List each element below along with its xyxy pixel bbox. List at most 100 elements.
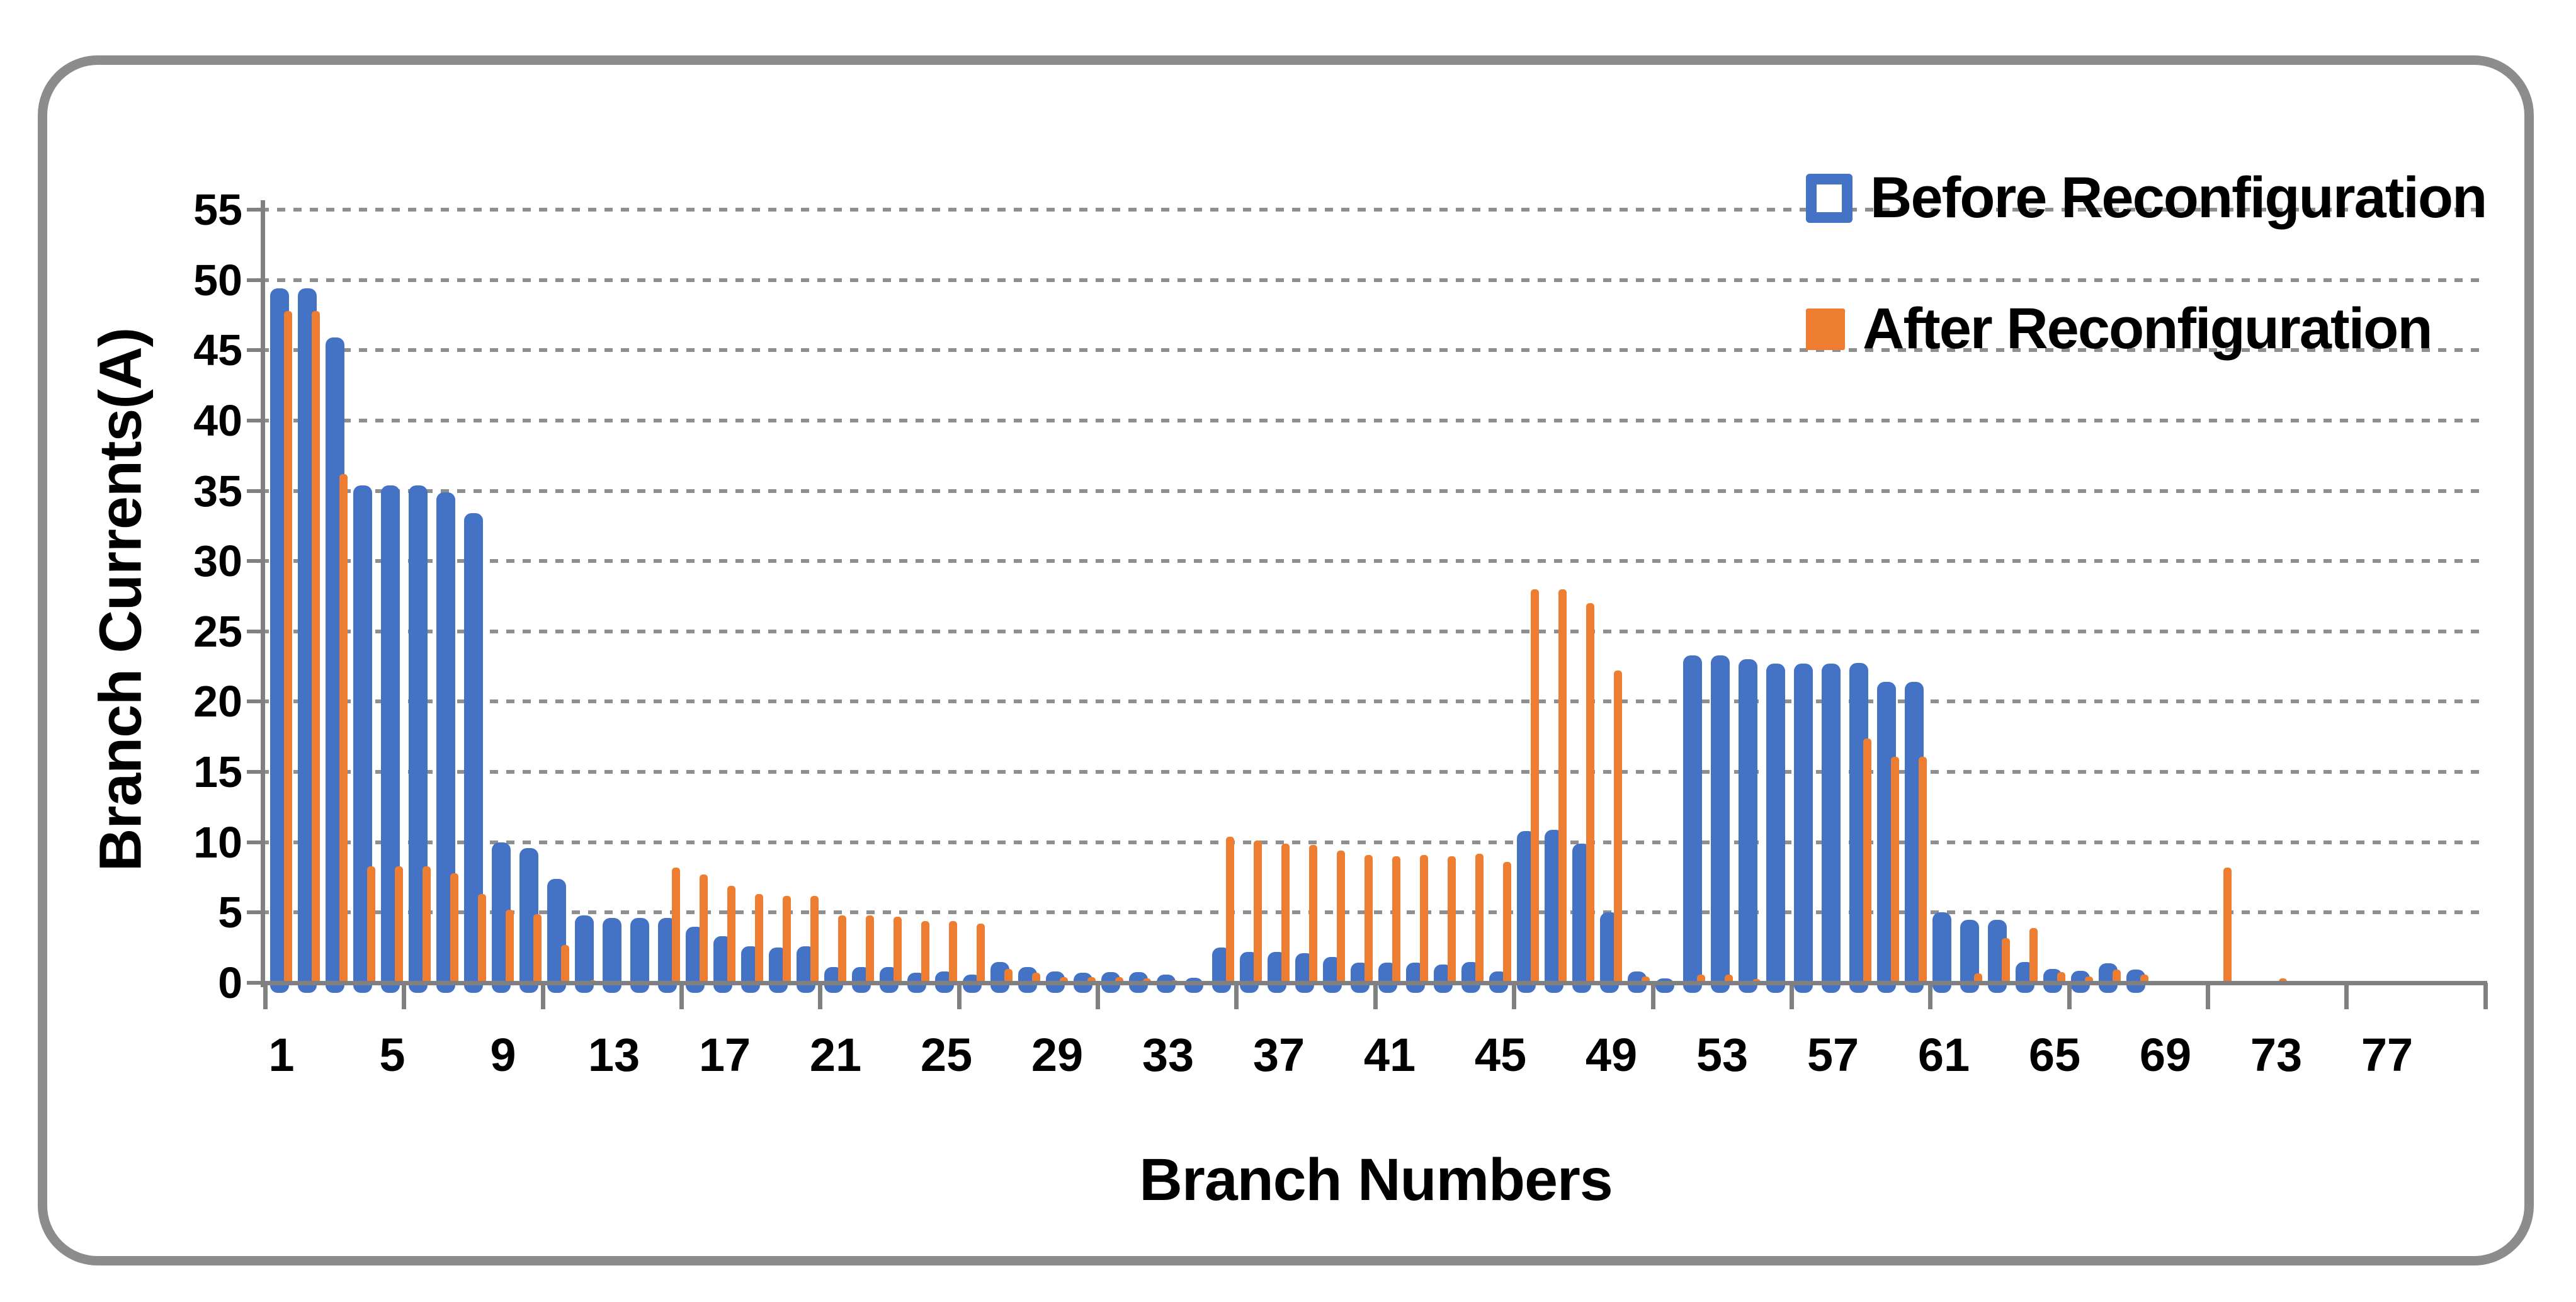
x-tick <box>1928 983 1933 1009</box>
x-tick <box>1096 983 1101 1009</box>
bar-before <box>1932 912 1951 993</box>
x-tick <box>2483 983 2488 1009</box>
x-tick-label: 41 <box>1363 1029 1416 1081</box>
x-tick <box>2205 983 2210 1009</box>
y-tick-label: 50 <box>193 255 242 305</box>
y-tick <box>247 208 263 212</box>
x-tick <box>540 983 545 1009</box>
y-tick <box>247 770 263 774</box>
y-tick <box>247 840 263 844</box>
gridline-y-40 <box>261 418 2487 422</box>
x-tick-label: 57 <box>1807 1029 1859 1081</box>
y-tick <box>247 699 263 704</box>
y-tick-label: 40 <box>193 395 242 445</box>
bar-after <box>450 873 458 985</box>
y-tick-label: 10 <box>193 817 242 867</box>
bar-after <box>977 924 985 985</box>
bar-after <box>506 909 514 985</box>
bar-after <box>700 875 708 985</box>
bar-after <box>367 866 375 985</box>
bar-after <box>810 895 819 985</box>
bar-after <box>284 310 292 985</box>
bar-after <box>1503 861 1511 985</box>
gridline-y-20 <box>261 699 2487 704</box>
bar-before <box>1822 664 1841 993</box>
gridline-y-35 <box>261 489 2487 493</box>
gridline-y-15 <box>261 770 2487 774</box>
gridline-y-5 <box>261 910 2487 915</box>
bar-after <box>1254 841 1262 985</box>
bar-after <box>1531 589 1539 985</box>
bar-after <box>1365 854 1373 985</box>
bar-after <box>1614 671 1622 985</box>
bar-after <box>1004 968 1013 985</box>
x-tick <box>818 983 823 1009</box>
gridline-y-25 <box>261 629 2487 633</box>
bar-after <box>866 915 874 985</box>
bar-after <box>783 895 791 985</box>
bar-after <box>672 867 680 985</box>
bar-after <box>727 885 735 985</box>
x-tick-label: 17 <box>698 1029 751 1081</box>
y-tick-label: 55 <box>193 185 242 234</box>
x-tick-label: 73 <box>2250 1029 2303 1081</box>
legend-item-before: Before Reconfiguration <box>1806 165 2487 231</box>
x-tick <box>956 983 962 1009</box>
bar-after <box>533 914 542 985</box>
bar-after <box>2029 927 2038 985</box>
bar-after <box>1392 856 1400 985</box>
bar-after <box>949 920 957 985</box>
x-axis-title: Branch Numbers <box>1139 1146 1613 1213</box>
x-tick <box>2344 983 2349 1009</box>
bar-before <box>1739 659 1757 993</box>
gridline-y-50 <box>261 278 2487 282</box>
bar-after <box>1919 756 1927 985</box>
y-axis-line <box>261 200 265 987</box>
y-tick-label: 15 <box>193 747 242 797</box>
x-tick-label: 69 <box>2139 1029 2192 1081</box>
y-tick-label: 20 <box>193 677 242 727</box>
y-tick <box>247 910 263 915</box>
x-tick-label: 37 <box>1252 1029 1305 1081</box>
y-tick-label: 30 <box>193 536 242 586</box>
legend-label-after: After Reconfiguration <box>1863 297 2433 361</box>
gridline-y-10 <box>261 840 2487 844</box>
y-tick <box>247 348 263 353</box>
gridline-y-30 <box>261 559 2487 563</box>
bar-after <box>1420 854 1428 985</box>
x-tick-label: 25 <box>920 1029 973 1081</box>
x-tick-label: 65 <box>2028 1029 2081 1081</box>
bar-after <box>1226 836 1234 985</box>
bar-after <box>478 894 486 985</box>
bar-after <box>838 915 846 985</box>
x-tick-label: 53 <box>1696 1029 1749 1081</box>
y-tick-label: 25 <box>193 606 242 656</box>
bar-after <box>312 310 320 985</box>
bar-after <box>2223 867 2232 985</box>
legend-label-before: Before Reconfiguration <box>1870 166 2487 230</box>
y-tick-label: 0 <box>218 958 242 1007</box>
bar-before <box>1711 655 1730 993</box>
bar-before <box>1794 664 1813 993</box>
after-series-marker-icon <box>1806 308 1845 350</box>
x-tick-label: 21 <box>809 1029 862 1081</box>
bar-after <box>1337 851 1345 985</box>
bar-after <box>1863 738 1871 985</box>
bar-after <box>1448 856 1456 985</box>
bar-after <box>2113 969 2121 985</box>
bar-before <box>1184 978 1203 993</box>
x-tick-label: 77 <box>2361 1029 2414 1081</box>
y-tick-label: 35 <box>193 466 242 516</box>
x-tick-label: 13 <box>587 1029 640 1081</box>
x-tick-label: 33 <box>1142 1029 1194 1081</box>
bar-before <box>1683 655 1702 993</box>
y-axis-title: Branch Currents(A) <box>87 327 154 872</box>
x-tick-label: 61 <box>1917 1029 1970 1081</box>
gridline-y-45 <box>261 348 2487 353</box>
bar-after <box>1475 853 1484 985</box>
bar-after <box>894 917 902 985</box>
x-tick-label: 45 <box>1474 1029 1527 1081</box>
bar-after <box>339 473 348 985</box>
bar-after <box>395 866 403 985</box>
